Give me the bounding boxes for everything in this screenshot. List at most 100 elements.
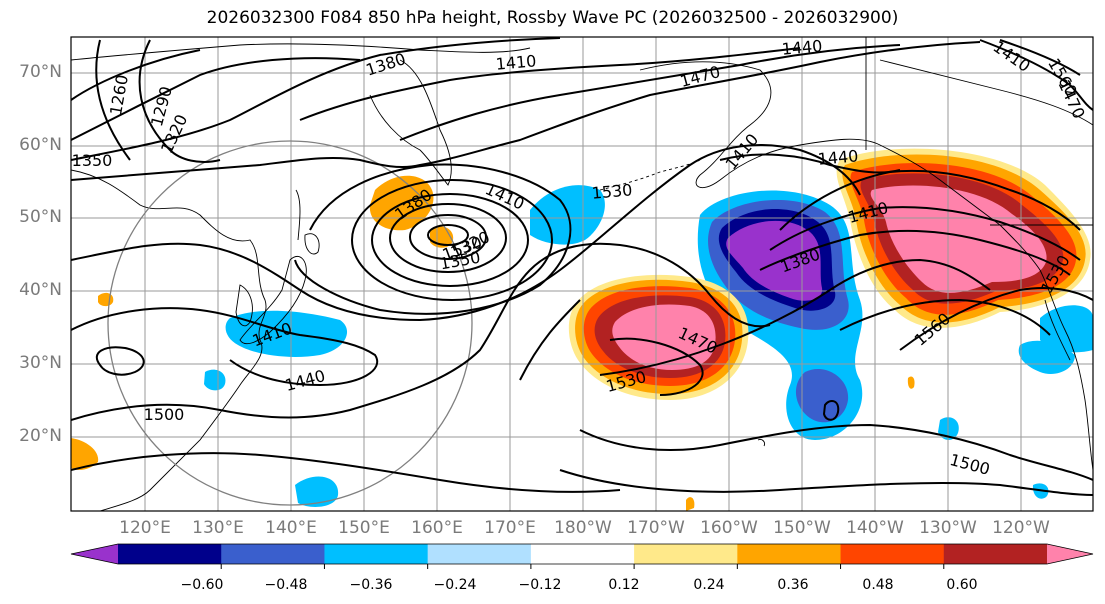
colorbar-segment (427, 544, 532, 564)
contour-line (71, 242, 771, 421)
anomaly-patch (1018, 340, 1075, 375)
coastline-japan (239, 255, 307, 345)
colorbar-tick-label: 0.48 (862, 577, 894, 593)
contour-line (769, 206, 1081, 261)
anomaly-patch (612, 304, 716, 370)
anomaly-patch (1040, 305, 1093, 353)
lon-label: 150°E (338, 518, 390, 538)
colorbar-segment (840, 544, 945, 564)
contour-line (409, 214, 487, 260)
contour-line (71, 452, 621, 493)
colorbar-tick-label: −0.48 (264, 577, 308, 593)
contour-line (95, 39, 131, 161)
colorbar (70, 543, 1094, 569)
anomaly-patch (98, 292, 114, 307)
coastline-baja (1044, 299, 1071, 361)
contour-line (71, 37, 561, 161)
colorbar-outline (70, 543, 1094, 565)
colorbar-tick-label: −0.60 (180, 577, 224, 593)
lat-label: 30°N (19, 353, 62, 373)
coastline-na-north (879, 59, 1093, 126)
anomaly-negative-shading (204, 185, 1093, 507)
coastline-na-west (879, 144, 1093, 471)
contour-label: 1350 (72, 151, 113, 170)
lat-label: 50°N (19, 207, 62, 227)
colorbar-tick-label: 0.24 (693, 577, 725, 593)
contour-line (559, 469, 1093, 496)
coastline-hawaii (757, 439, 765, 447)
contour-line (719, 153, 901, 174)
contour-label: 1500 (144, 405, 185, 424)
coastline-kamchatka (369, 59, 452, 186)
colorbar-tick-label: 0.12 (608, 577, 640, 593)
contour-line (839, 298, 1051, 336)
contour-line (579, 423, 1093, 481)
contour-line (979, 39, 1093, 111)
lon-label: 130°E (192, 518, 244, 538)
contour-line (427, 224, 469, 246)
colorbar-segment (118, 544, 222, 564)
colorbar-segment (634, 544, 738, 564)
anomaly-patch (71, 438, 99, 470)
colorbar-tick-label: −0.12 (518, 577, 562, 593)
anomaly-patch (907, 376, 915, 389)
contour-line (71, 49, 201, 101)
contour-line (519, 299, 581, 381)
contour-line (95, 346, 145, 376)
anomaly-patch (726, 220, 823, 301)
anomaly-patch (795, 368, 849, 423)
contour-line (299, 47, 801, 121)
anomaly-patch (295, 476, 339, 507)
anomaly-positive-shading (71, 148, 1091, 511)
gridlines (71, 37, 1093, 511)
contour-line (779, 169, 1081, 231)
height-contours (71, 37, 1093, 496)
contour-line (294, 163, 572, 315)
contour-line (599, 258, 991, 376)
lon-label: 160°W (700, 518, 758, 538)
contour-line (371, 193, 529, 287)
colorbar-segment (71, 544, 118, 564)
contour-label: 1440 (781, 36, 823, 58)
lon-label: 140°E (265, 518, 317, 538)
map-frame (70, 36, 1094, 512)
contour-label: 1440 (817, 146, 859, 168)
lat-label: 70°N (19, 62, 62, 82)
lat-label: 20°N (19, 426, 62, 446)
colorbar-tick-label: −0.36 (349, 577, 393, 593)
anomaly-patch (204, 369, 226, 391)
coastline-hokkaido (304, 233, 320, 255)
contour-line (389, 203, 507, 273)
lat-label: 60°N (19, 135, 62, 155)
coastline-alaska (639, 61, 881, 189)
contour-label: 1530 (591, 180, 633, 202)
lon-label: 160°E (411, 518, 463, 538)
lon-label: 120°E (119, 518, 171, 538)
contour-line (71, 57, 361, 141)
coastline-sakhalin (295, 189, 301, 241)
colorbar-segment (324, 544, 429, 564)
lon-label: 170°E (484, 518, 536, 538)
colorbar-segment (1047, 544, 1093, 564)
contour-line (71, 144, 861, 322)
lon-label: 130°W (919, 518, 977, 538)
contour-line (71, 41, 981, 181)
coastline-aleutians (599, 159, 701, 191)
contour-line (138, 39, 221, 163)
lon-label: 140°W (846, 518, 904, 538)
colorbar-tick-label: 0.60 (946, 577, 978, 593)
contour-label: 1410 (495, 51, 537, 73)
colorbar-segment (943, 544, 1048, 564)
lon-label: 180°W (554, 518, 612, 538)
lon-label: 120°W (992, 518, 1050, 538)
contour-line (399, 44, 901, 141)
contour-line (71, 307, 378, 387)
range-circle (107, 140, 473, 506)
contour-line (351, 179, 553, 301)
colorbar-tick-label: 0.36 (777, 577, 809, 593)
lon-label: 150°W (773, 518, 831, 538)
anomaly-patch (686, 497, 695, 511)
contour-line (609, 337, 704, 396)
coastline-asia (71, 169, 267, 511)
